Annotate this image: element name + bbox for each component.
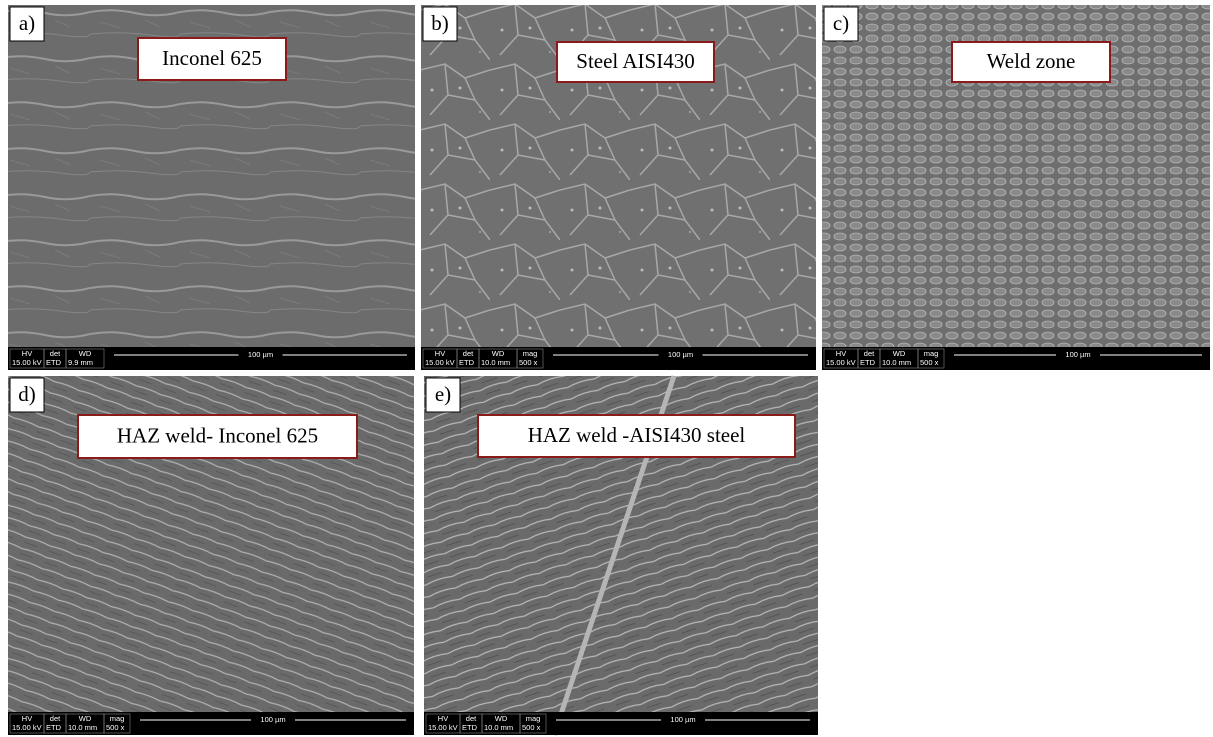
info-value: 10.0 mm xyxy=(68,723,97,732)
info-label: det xyxy=(50,349,61,358)
scale-label: 100 µm xyxy=(1065,350,1090,359)
panel-title: HAZ weld -AISI430 steel xyxy=(528,423,746,447)
info-label: det xyxy=(864,349,875,358)
panel-letter: e) xyxy=(435,382,451,406)
panel-letter: d) xyxy=(18,382,36,406)
info-value: 9.9 mm xyxy=(68,358,93,367)
info-label: HV xyxy=(438,714,448,723)
info-value: 15.00 kV xyxy=(12,358,42,367)
info-value: 15.00 kV xyxy=(826,358,856,367)
info-value: 10.0 mm xyxy=(882,358,911,367)
info-label: HV xyxy=(435,349,445,358)
info-label: WD xyxy=(79,349,92,358)
scale-label: 100 µm xyxy=(668,350,693,359)
info-value: ETD xyxy=(459,358,475,367)
info-label: det xyxy=(463,349,474,358)
info-value: ETD xyxy=(860,358,876,367)
info-value: 500 x xyxy=(106,723,125,732)
info-label: WD xyxy=(495,714,508,723)
info-value: 500 x xyxy=(519,358,538,367)
info-value: 10.0 mm xyxy=(481,358,510,367)
panel-title: Steel AISI430 xyxy=(576,49,694,73)
info-label: mag xyxy=(523,349,538,358)
info-value: 15.00 kV xyxy=(428,723,458,732)
info-label: mag xyxy=(110,714,125,723)
info-label: HV xyxy=(836,349,846,358)
scale-label: 100 µm xyxy=(260,715,285,724)
info-label: WD xyxy=(79,714,92,723)
info-label: mag xyxy=(924,349,939,358)
panel-letter: c) xyxy=(833,11,849,35)
info-label: det xyxy=(50,714,61,723)
panel-title: Inconel 625 xyxy=(162,46,262,70)
panel-title: Weld zone xyxy=(987,49,1076,73)
info-value: 500 x xyxy=(522,723,541,732)
scale-label: 100 µm xyxy=(670,715,695,724)
scale-label: 100 µm xyxy=(248,350,273,359)
panel-letter: a) xyxy=(19,11,35,35)
info-value: ETD xyxy=(46,358,62,367)
figure: a)Inconel 625HV15.00 kVdetETDWD9.9 mm100… xyxy=(0,0,1213,737)
info-label: WD xyxy=(893,349,906,358)
panel-letter: b) xyxy=(431,11,449,35)
info-label: HV xyxy=(22,714,32,723)
info-value: ETD xyxy=(462,723,478,732)
info-label: HV xyxy=(22,349,32,358)
info-value: 15.00 kV xyxy=(12,723,42,732)
info-value: 500 x xyxy=(920,358,939,367)
info-value: 15.00 kV xyxy=(425,358,455,367)
info-value: 10.0 mm xyxy=(484,723,513,732)
info-label: det xyxy=(466,714,477,723)
info-label: WD xyxy=(492,349,505,358)
info-value: ETD xyxy=(46,723,62,732)
info-label: mag xyxy=(526,714,541,723)
panel-title: HAZ weld- Inconel 625 xyxy=(117,423,318,447)
